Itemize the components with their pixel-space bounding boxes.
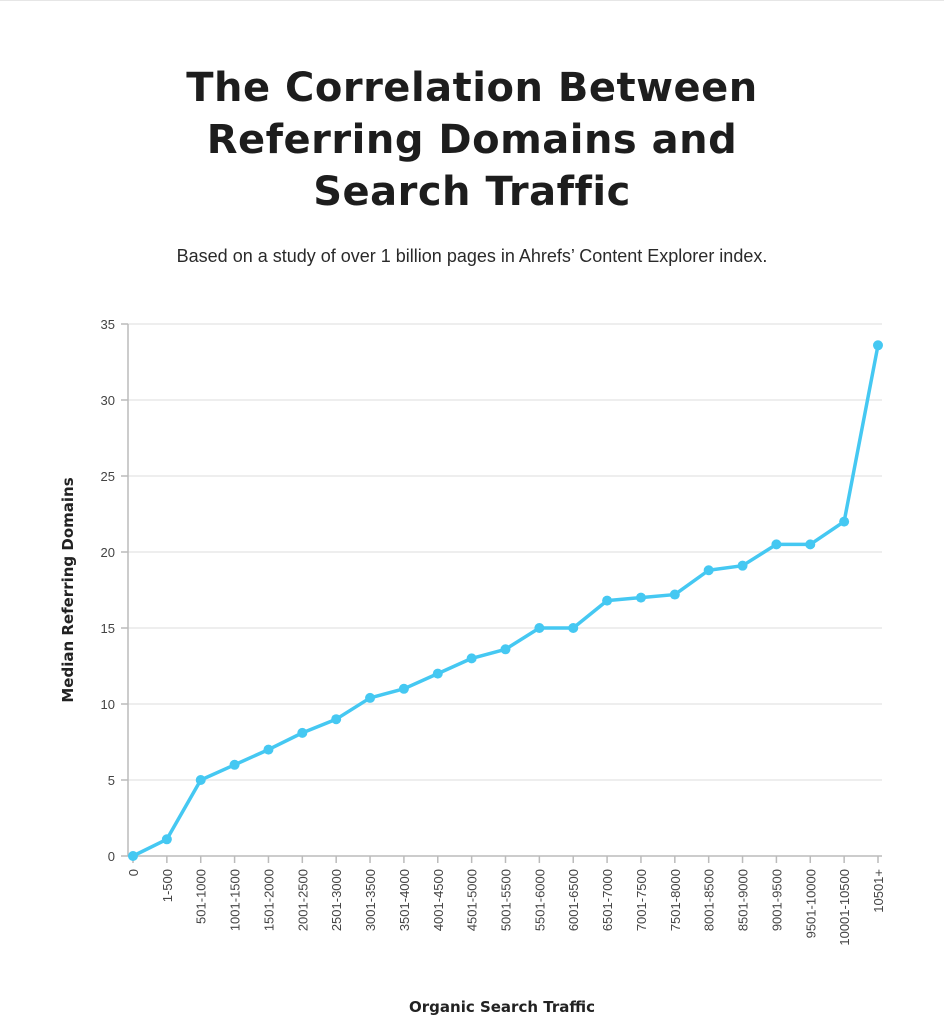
data-point xyxy=(466,653,477,664)
y-tick-label: 0 xyxy=(108,849,115,864)
title-line: Search Traffic xyxy=(313,169,631,215)
x-tick-label: 0 xyxy=(126,869,141,876)
x-tick-label: 5001-5500 xyxy=(499,869,514,931)
data-point xyxy=(534,623,545,633)
y-tick-label: 10 xyxy=(101,697,115,712)
y-tick-labels: 0 5 10 15 20 25 30 35 xyxy=(101,317,115,864)
y-tick-label: 5 xyxy=(108,773,115,788)
y-tick-label: 30 xyxy=(101,393,115,408)
x-tick-label: 1001-1500 xyxy=(228,869,243,931)
x-tick-label: 1-500 xyxy=(160,869,175,902)
x-axis-label: Organic Search Traffic xyxy=(409,998,595,1016)
data-point xyxy=(331,714,342,725)
x-tick-label: 2001-2500 xyxy=(295,869,310,931)
data-point xyxy=(737,560,748,571)
x-tick-label: 9501-10000 xyxy=(803,869,818,938)
title-line: Referring Domains and xyxy=(206,117,738,163)
y-axis-label: Median Referring Domains xyxy=(59,477,77,702)
data-point xyxy=(635,592,646,603)
x-tick-label: 10501+ xyxy=(871,869,886,913)
data-point xyxy=(161,834,172,845)
x-tick-labels: 0 1-500 501-1000 1001-1500 1501-2000 2001-250… xyxy=(126,869,886,946)
y-tick-label: 20 xyxy=(101,545,115,560)
x-tick-label: 10001-10500 xyxy=(837,869,852,946)
chart-subtitle: Based on a study of over 1 billion pages… xyxy=(176,246,768,266)
x-tick-label: 1501-2000 xyxy=(261,869,276,931)
data-point xyxy=(703,565,714,576)
x-tick-label: 4501-5000 xyxy=(465,869,480,931)
data-point xyxy=(432,668,443,679)
data-point xyxy=(500,644,511,655)
x-tick-label: 501-1000 xyxy=(194,869,209,924)
data-point xyxy=(805,539,816,550)
x-tick-label: 6001-6500 xyxy=(566,869,581,931)
data-point xyxy=(398,683,409,694)
data-point xyxy=(602,595,613,606)
data-point xyxy=(771,539,782,550)
x-tick-label: 9001-9500 xyxy=(769,869,784,931)
data-point xyxy=(195,775,206,785)
data-point xyxy=(669,589,680,600)
x-tick-label: 2501-3000 xyxy=(329,869,344,931)
x-tick-label: 3001-3500 xyxy=(363,869,378,931)
x-tick-label: 6501-7000 xyxy=(600,869,615,931)
y-tick-label: 35 xyxy=(101,317,115,332)
y-tick-label: 15 xyxy=(101,621,115,636)
data-point xyxy=(873,340,883,351)
title-line: The Correlation Between xyxy=(186,65,758,111)
x-tick-label: 8501-9000 xyxy=(736,869,751,931)
x-tick-label: 5501-6000 xyxy=(532,869,547,931)
data-points xyxy=(128,340,883,861)
x-tick-label: 8001-8500 xyxy=(702,869,717,931)
data-point xyxy=(568,623,579,633)
axes xyxy=(121,323,882,863)
x-tick-label: 3501-4000 xyxy=(397,869,412,931)
data-point xyxy=(839,516,850,527)
data-point xyxy=(263,744,274,755)
data-point xyxy=(229,759,240,770)
top-border xyxy=(0,0,944,1)
gridlines xyxy=(128,323,882,781)
chart-title: The Correlation Between Referring Domain… xyxy=(0,62,944,218)
x-tick-label: 7001-7500 xyxy=(634,869,649,931)
x-tick-label: 7501-8000 xyxy=(668,869,683,931)
data-point xyxy=(365,692,376,703)
data-point xyxy=(128,851,138,861)
x-tick-label: 4001-4500 xyxy=(431,869,446,931)
data-point xyxy=(297,727,308,738)
y-tick-label: 25 xyxy=(101,469,115,484)
